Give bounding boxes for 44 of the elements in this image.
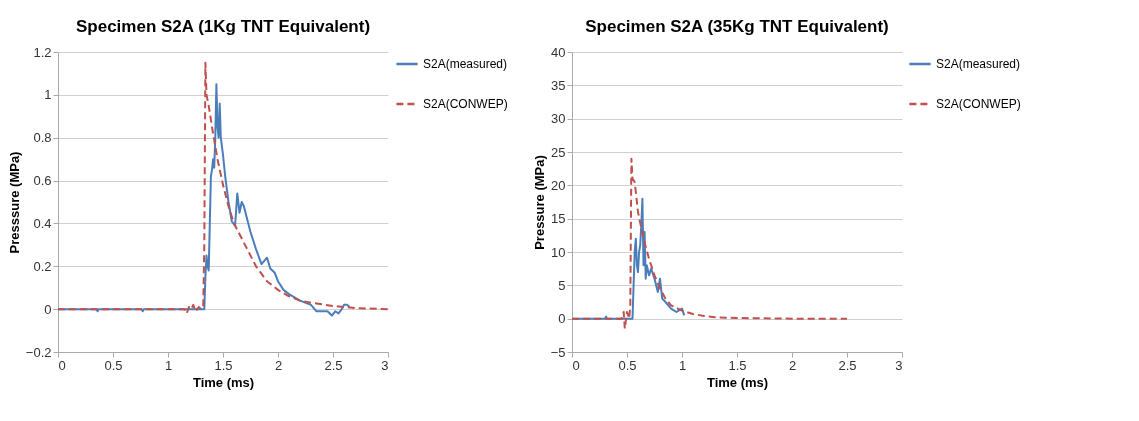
x-tick-label: 3 xyxy=(895,357,903,373)
x-tick-label: 2.5 xyxy=(324,357,343,373)
x-tick-label: 0 xyxy=(572,357,580,373)
x-tick-label: 1 xyxy=(678,357,687,373)
y-tick-label: 5 xyxy=(558,277,566,293)
x-tick-label: 2 xyxy=(274,357,283,373)
y-tick-label: 0.2 xyxy=(33,258,52,274)
legend-label: S2A(CONWEP) xyxy=(936,97,1021,111)
y-tick-label: 0.8 xyxy=(33,130,52,146)
y-tick-label: −5 xyxy=(550,344,566,360)
y-tick-label: 10 xyxy=(551,244,566,260)
y-tick-label: 1 xyxy=(44,87,52,103)
y-tick-label: −0.2 xyxy=(25,344,52,360)
legend-label: S2A(CONWEP) xyxy=(423,97,508,111)
y-tick-label: 35 xyxy=(551,77,566,93)
x-tick-label: 0 xyxy=(58,357,66,373)
y-tick-label: 0 xyxy=(44,301,52,317)
legend-label: S2A(measured) xyxy=(936,57,1021,71)
y-tick-label: 0.4 xyxy=(33,215,52,231)
y-tick-label: 40 xyxy=(551,44,566,60)
y-tick-label: 30 xyxy=(551,111,566,127)
y-tick-label: 20 xyxy=(551,177,566,193)
line-series xyxy=(57,61,389,315)
legend-label: S2A(measured) xyxy=(423,57,508,71)
x-axis-title: Time (ms) xyxy=(706,374,769,390)
y-tick-label: 15 xyxy=(551,211,566,227)
x-tick-label: 0.5 xyxy=(104,357,123,373)
y-axis-title: Pressure (MPa) xyxy=(531,155,547,250)
x-tick-label: 1.5 xyxy=(214,357,233,373)
x-axis-title: Time (ms) xyxy=(192,374,255,390)
x-tick-label: 1.5 xyxy=(728,357,747,373)
x-tick-label: 3 xyxy=(381,357,389,373)
x-tick-label: 1 xyxy=(164,357,173,373)
y-tick-label: 1.2 xyxy=(33,44,52,60)
x-tick-label: 2 xyxy=(788,357,797,373)
y-tick-label: 25 xyxy=(551,144,566,160)
x-tick-label: 2.5 xyxy=(838,357,857,373)
y-axis-title: Presssure (MPa) xyxy=(6,151,22,254)
y-tick-label: 0.6 xyxy=(33,173,52,189)
x-tick-label: 0.5 xyxy=(618,357,637,373)
chart-title: Specimen S2A (35Kg TNT Equivalent) xyxy=(585,17,889,36)
y-tick-label: 0 xyxy=(558,311,566,327)
line-series xyxy=(571,157,848,330)
chart-title: Specimen S2A (1Kg TNT Equivalent) xyxy=(75,17,371,36)
